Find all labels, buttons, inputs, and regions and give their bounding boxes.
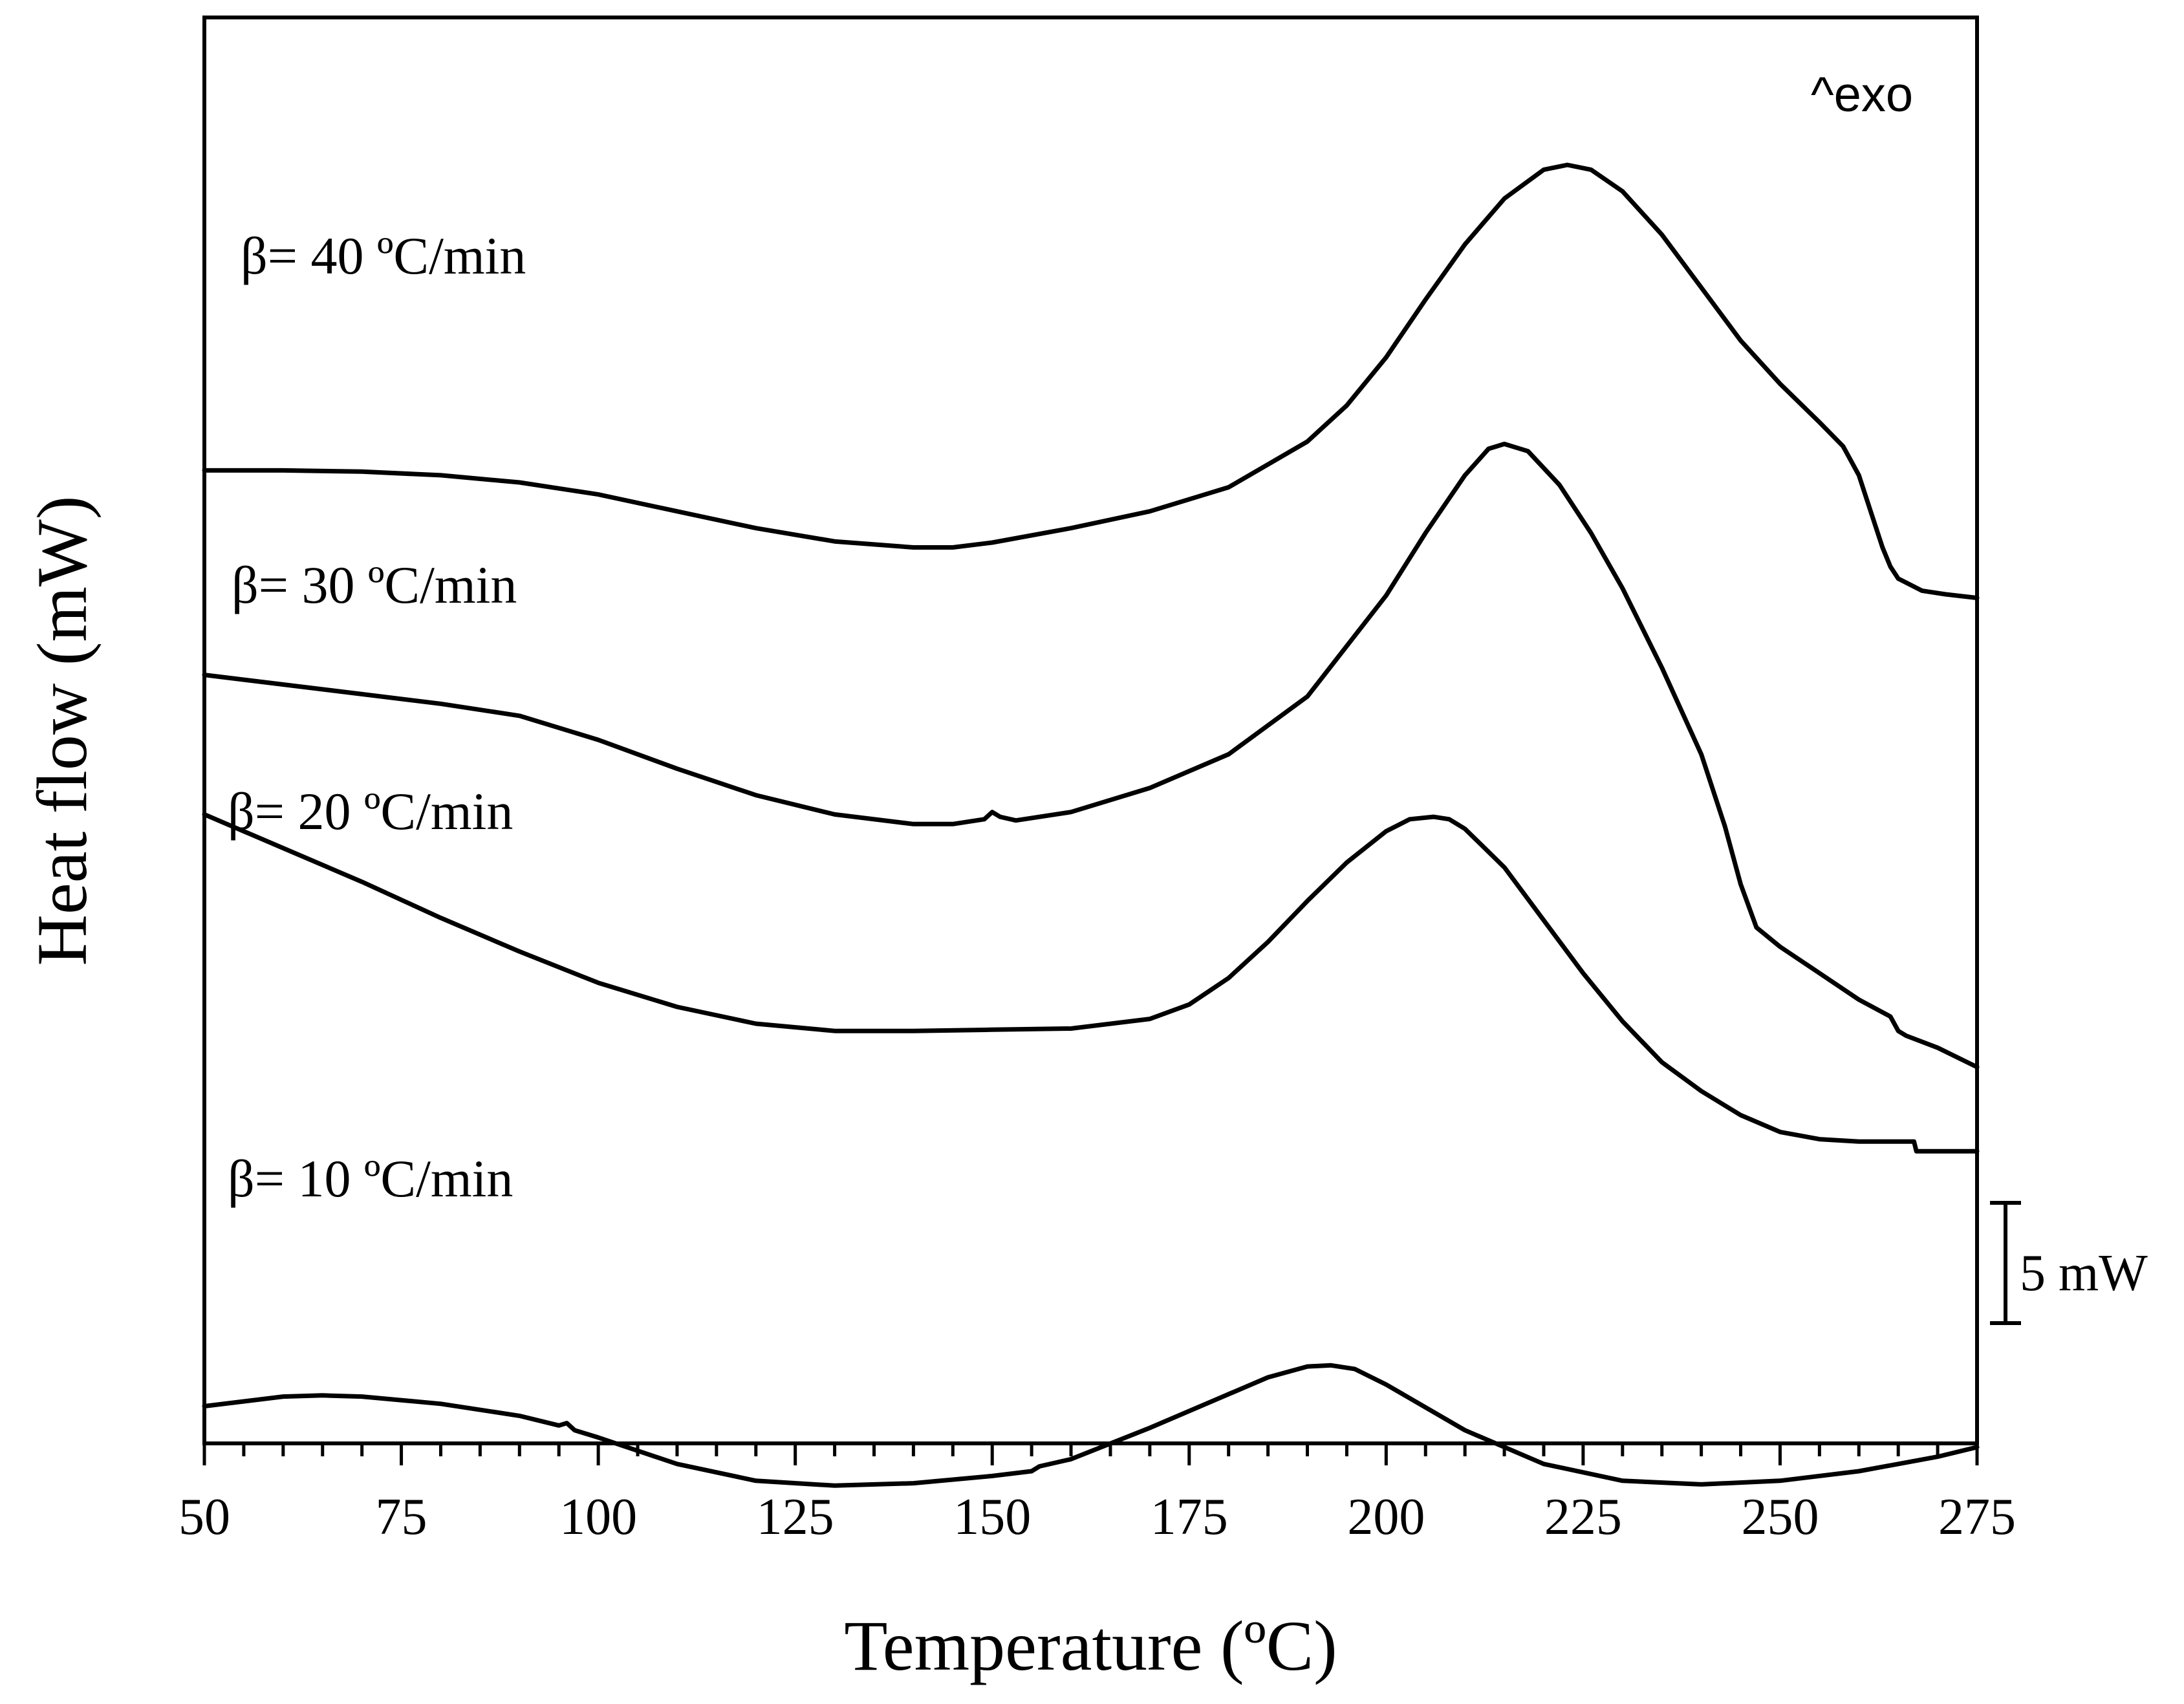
scale-bar: 5 mW (1990, 1201, 2148, 1325)
series-labels: β= 40 ºC/min β= 30 ºC/min β= 20 ºC/min β= 1… (228, 226, 526, 1208)
plot-frame (202, 16, 1979, 1445)
x-tick-label: 275 (1938, 1489, 2016, 1546)
curve-4 (202, 1363, 1980, 1488)
x-tick-label: 250 (1741, 1489, 1819, 1546)
dsc-curves (202, 162, 1980, 1488)
series-label: β= 10 ºC/min (228, 1149, 513, 1208)
series-label: β= 20 ºC/min (228, 782, 513, 841)
x-tick-label: 225 (1544, 1489, 1622, 1546)
x-axis-ticks: 50 75 100 125 150 175 200 225 250 275 (178, 1443, 2016, 1546)
curve-3 (202, 812, 1980, 1154)
exo-annotation: ^exo (1811, 67, 1913, 122)
curve-2 (202, 442, 1980, 1070)
series-label: β= 40 ºC/min (241, 226, 526, 285)
x-tick-label: 125 (757, 1489, 834, 1546)
x-tick-label: 175 (1151, 1489, 1228, 1546)
curve-1 (202, 162, 1980, 601)
x-tick-label: 150 (953, 1489, 1031, 1546)
scale-bar-label: 5 mW (2020, 1245, 2148, 1302)
y-axis-title: Heat flow (mW) (23, 496, 102, 966)
x-tick-label: 200 (1347, 1489, 1425, 1546)
series-label: β= 30 ºC/min (232, 555, 517, 614)
x-tick-label: 100 (559, 1489, 637, 1546)
x-tick-label: 75 (376, 1489, 427, 1546)
x-tick-label: 50 (178, 1489, 230, 1546)
x-axis-title: Temperature (ºC) (844, 1606, 1337, 1685)
